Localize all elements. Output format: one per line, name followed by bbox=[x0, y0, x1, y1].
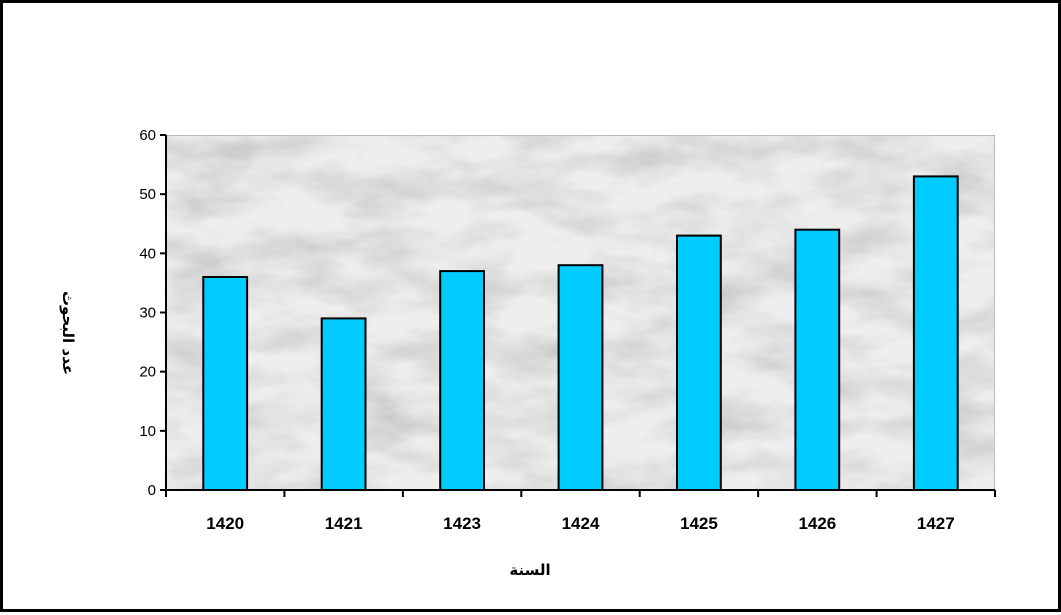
bar-1423 bbox=[439, 270, 486, 491]
x-tick-label-1425: 1425 bbox=[680, 514, 718, 533]
bar-chart: 0 10 20 30 40 50 60 1420 1421 1423 1424 1425 1426 142… bbox=[59, 127, 996, 579]
y-tick-label: 10 bbox=[139, 423, 156, 440]
x-tick-label-1424: 1424 bbox=[562, 514, 600, 533]
x-tick-label-1426: 1426 bbox=[798, 514, 836, 533]
x-axis-title: السنة bbox=[509, 561, 550, 579]
y-tick-label: 50 bbox=[139, 186, 156, 203]
x-tick-label-1427: 1427 bbox=[917, 514, 955, 533]
y-tick-label: 20 bbox=[139, 364, 156, 381]
bar-1424 bbox=[557, 264, 604, 492]
y-tick-label: 40 bbox=[139, 245, 156, 262]
bar-1426 bbox=[794, 228, 841, 491]
x-tick-label-1421: 1421 bbox=[325, 514, 363, 533]
bar-1421 bbox=[320, 317, 367, 491]
y-tick-label: 60 bbox=[139, 127, 156, 144]
bar-1425 bbox=[676, 234, 722, 491]
bar-1427 bbox=[912, 175, 959, 491]
x-tick-label-1423: 1423 bbox=[443, 514, 481, 533]
y-tick-label: 0 bbox=[148, 482, 156, 499]
y-axis-title: عدد البحوث bbox=[59, 291, 77, 375]
x-tick-label-1420: 1420 bbox=[206, 514, 244, 533]
bar-1420 bbox=[202, 276, 249, 491]
y-tick-label: 30 bbox=[139, 305, 156, 322]
